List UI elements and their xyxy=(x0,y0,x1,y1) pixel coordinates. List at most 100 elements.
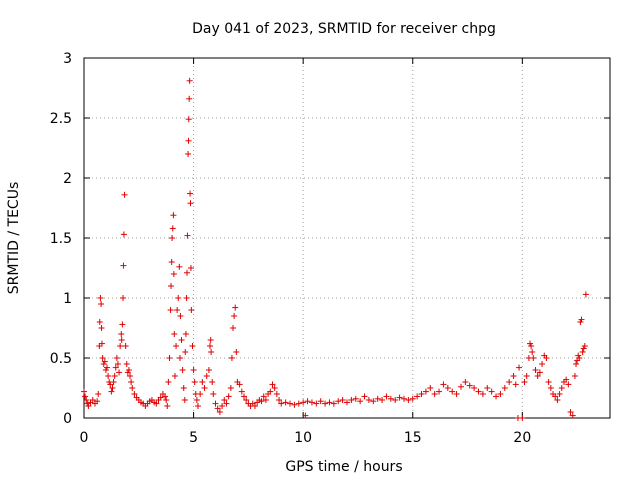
data-point xyxy=(339,397,346,403)
data-point xyxy=(348,397,355,403)
data-point xyxy=(185,116,192,123)
data-point xyxy=(236,381,243,388)
data-point xyxy=(471,385,478,391)
data-point xyxy=(278,400,285,407)
data-point xyxy=(120,231,127,238)
data-point xyxy=(440,381,447,388)
data-point xyxy=(98,325,105,331)
y-tick-label: 1.5 xyxy=(50,231,72,247)
data-point xyxy=(122,343,129,349)
point-layer xyxy=(81,77,589,421)
data-point xyxy=(187,265,194,271)
data-point xyxy=(225,393,232,400)
data-point xyxy=(578,316,585,323)
data-point xyxy=(186,95,193,102)
data-point xyxy=(554,397,561,403)
data-point xyxy=(109,385,116,391)
data-point xyxy=(536,369,543,376)
plot-frame xyxy=(83,57,611,419)
data-point xyxy=(519,415,526,421)
data-point xyxy=(462,379,469,385)
data-point xyxy=(185,151,192,157)
data-point xyxy=(164,403,171,409)
data-point xyxy=(125,367,132,373)
data-point xyxy=(479,391,486,397)
data-point xyxy=(95,391,102,397)
data-point xyxy=(184,232,191,239)
data-point xyxy=(120,295,127,301)
data-point xyxy=(181,397,188,403)
data-point xyxy=(240,393,247,400)
y-tick-label: 2.5 xyxy=(50,111,72,127)
grid-layer xyxy=(84,58,610,418)
data-point xyxy=(269,381,276,388)
y-axis-label: SRMTID / TECUs xyxy=(6,182,22,295)
data-point xyxy=(169,225,176,232)
x-tick-label: 5 xyxy=(189,430,198,446)
data-point xyxy=(177,313,184,319)
data-point xyxy=(169,235,176,241)
data-point xyxy=(121,191,128,198)
data-point xyxy=(89,397,96,403)
data-point xyxy=(230,325,237,331)
data-point xyxy=(484,385,491,391)
data-point xyxy=(120,262,127,269)
data-point xyxy=(166,355,173,361)
data-point xyxy=(179,367,186,373)
data-point xyxy=(581,343,588,349)
data-point xyxy=(227,385,234,391)
data-point xyxy=(436,388,443,395)
data-point xyxy=(205,367,212,373)
data-point xyxy=(216,409,223,415)
data-point xyxy=(112,364,119,371)
data-point xyxy=(187,190,194,197)
data-point xyxy=(287,400,294,407)
data-point xyxy=(187,200,194,207)
data-point xyxy=(475,388,482,395)
data-point xyxy=(521,379,528,385)
data-point xyxy=(131,391,138,397)
data-point xyxy=(493,393,500,400)
data-point xyxy=(203,373,210,379)
data-point xyxy=(418,391,425,397)
data-point xyxy=(83,397,90,403)
tick-layer: 0 5 10 15 20 0 0.5 1 1.5 2 2.5 3 xyxy=(50,51,610,446)
data-point xyxy=(308,399,315,406)
data-point xyxy=(534,373,541,379)
data-point xyxy=(576,355,583,361)
data-point xyxy=(556,391,563,397)
data-point xyxy=(188,307,195,313)
data-point xyxy=(539,361,546,367)
data-point xyxy=(510,373,517,379)
data-point xyxy=(98,301,105,307)
data-point xyxy=(233,349,240,355)
data-point xyxy=(501,385,508,391)
x-tick-label: 20 xyxy=(513,430,531,446)
data-point xyxy=(565,381,572,388)
data-point xyxy=(182,349,189,355)
data-point xyxy=(396,394,403,401)
data-point xyxy=(497,391,504,397)
data-point xyxy=(180,385,187,391)
data-point xyxy=(107,381,114,388)
data-point xyxy=(127,373,134,379)
data-point xyxy=(379,397,386,403)
data-point xyxy=(165,379,172,385)
data-point xyxy=(210,391,217,397)
data-point xyxy=(532,367,539,373)
data-point xyxy=(168,283,175,289)
data-point xyxy=(370,398,377,405)
data-point xyxy=(506,379,513,385)
data-point xyxy=(271,385,278,391)
data-point xyxy=(258,398,265,405)
data-point xyxy=(85,403,92,409)
chart-title: Day 041 of 2023, SRMTID for receiver chp… xyxy=(192,21,496,37)
data-point xyxy=(352,395,359,402)
data-point xyxy=(444,385,451,391)
data-point xyxy=(82,393,89,400)
data-point xyxy=(191,379,198,385)
data-point xyxy=(197,391,204,397)
data-point xyxy=(81,388,87,395)
data-point xyxy=(569,412,576,419)
data-point xyxy=(573,361,580,367)
